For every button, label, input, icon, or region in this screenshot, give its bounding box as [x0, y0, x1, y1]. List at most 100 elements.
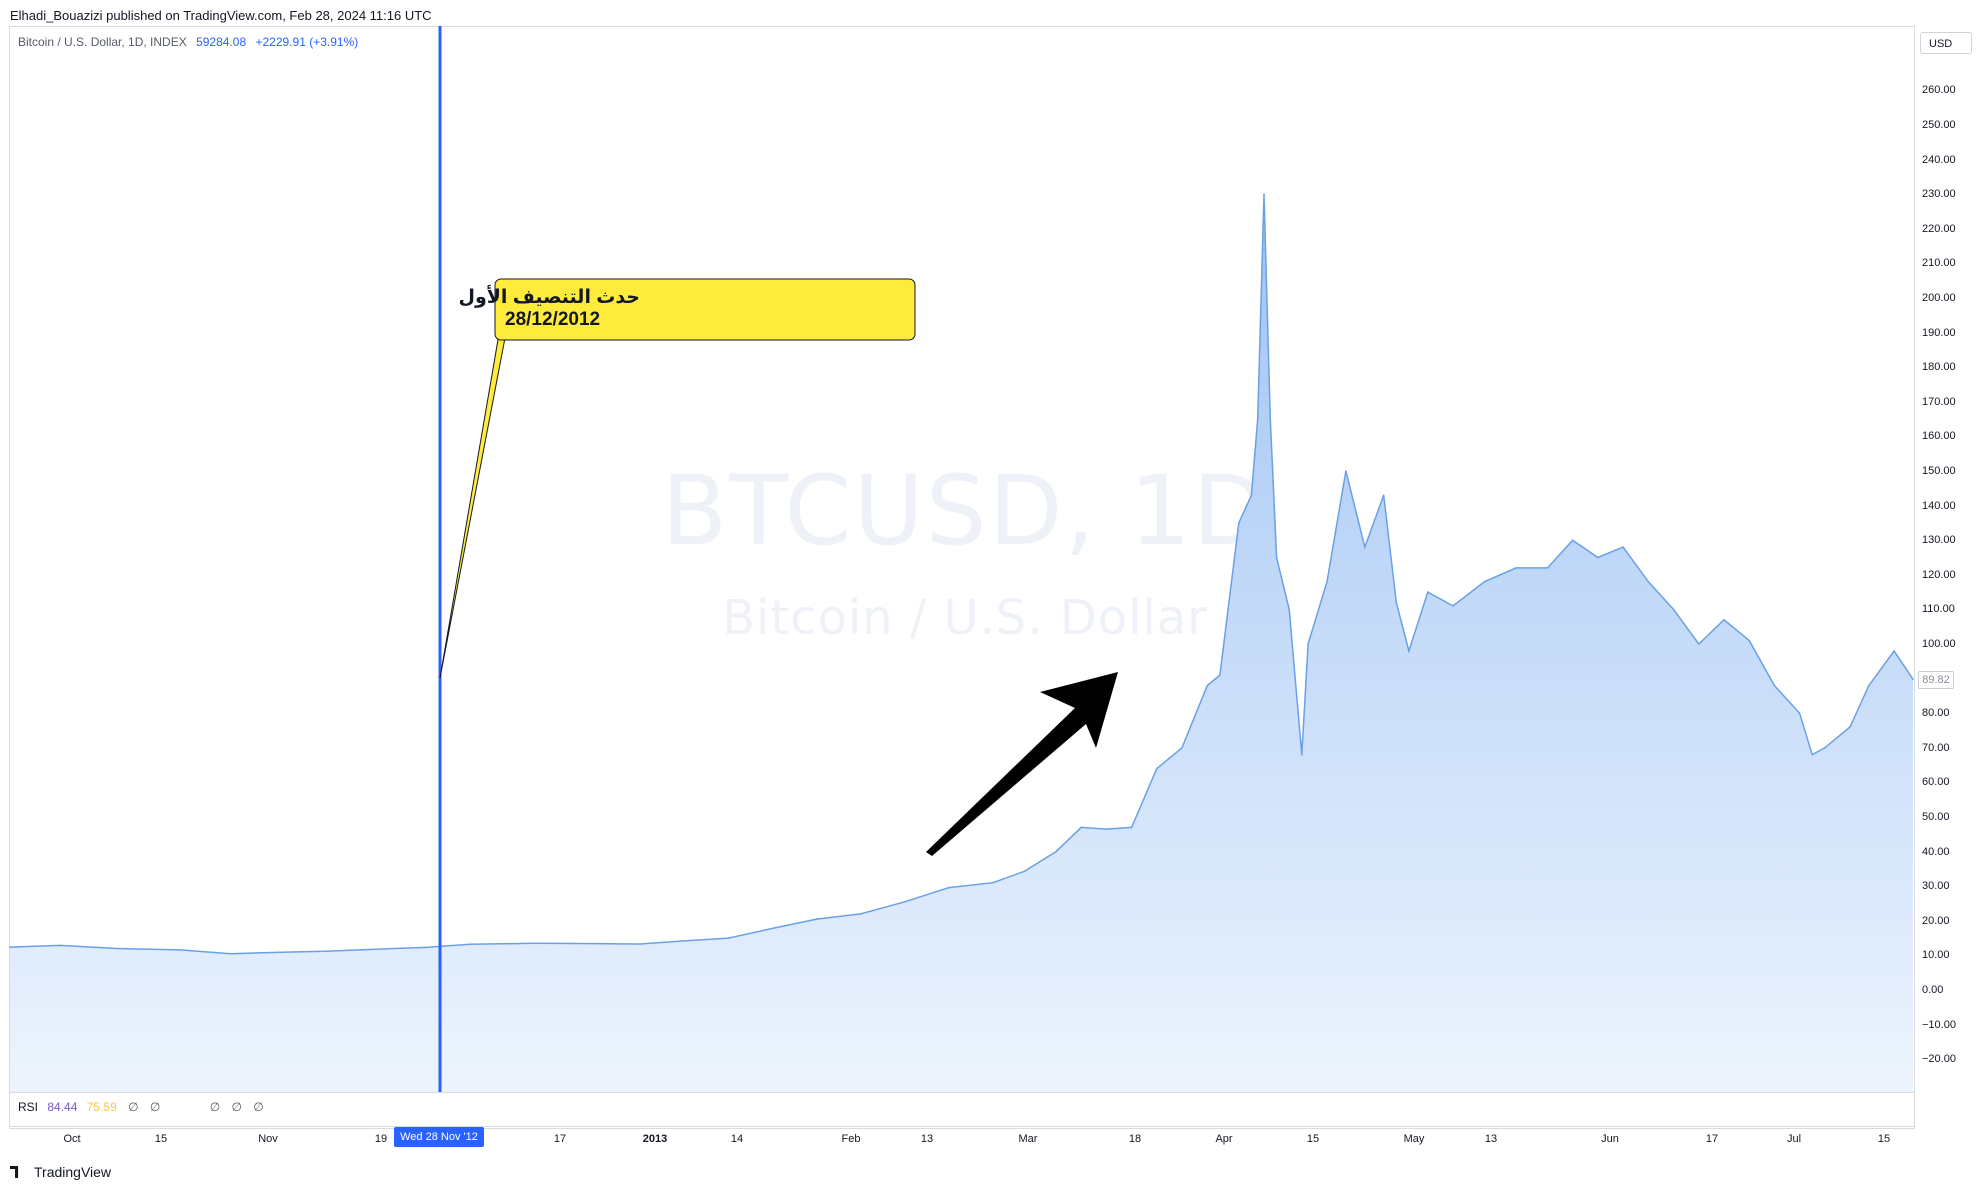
x-tick-label: 15	[1877, 1133, 1891, 1145]
price-point	[1080, 826, 1082, 829]
x-tick-label: Jun	[1601, 1133, 1619, 1145]
x-tick-label: Mar	[1018, 1133, 1038, 1145]
crosshair-date-label: Wed 28 Nov '12	[394, 1127, 484, 1147]
x-tick-label: 13	[1484, 1133, 1498, 1145]
tradingview-logo-icon	[10, 1166, 19, 1178]
price-point	[1408, 650, 1410, 652]
y-tick-label: 50.00	[1922, 811, 1950, 823]
x-tick-label: Oct	[63, 1133, 81, 1145]
price-point	[1269, 418, 1272, 420]
price-point	[280, 951, 282, 954]
price-point	[1301, 753, 1303, 756]
trend-arrow[interactable]	[926, 672, 1118, 856]
price-point	[1238, 522, 1240, 524]
x-tick-label: May	[1403, 1133, 1425, 1145]
rsi-label: RSI	[18, 1100, 39, 1114]
price-axis[interactable]	[1914, 26, 1975, 1129]
y-tick-label: 240.00	[1922, 153, 1956, 166]
x-tick-label: 15	[154, 1133, 168, 1145]
y-tick-label: 260.00	[1922, 84, 1956, 97]
x-tick-label: 14	[730, 1133, 744, 1145]
y-tick-label: 80.00	[1922, 707, 1950, 720]
rsi-na-1: ∅	[128, 1100, 139, 1114]
annotation-callout[interactable]	[494, 278, 916, 341]
price-point	[1452, 605, 1454, 607]
x-tick-label: 13	[920, 1133, 934, 1145]
currency-selector[interactable]: USD	[1920, 32, 1972, 54]
y-tick-label: 30.00	[1922, 880, 1950, 893]
price-point	[469, 943, 471, 946]
tradingview-logo[interactable]: TradingView	[10, 1164, 111, 1180]
price-point	[595, 942, 597, 945]
y-tick-label: 170.00	[1922, 395, 1956, 408]
price-point	[1849, 726, 1851, 728]
y-tick-label: 220.00	[1922, 222, 1956, 235]
price-point	[1546, 567, 1549, 569]
x-tick-label: Apr	[1215, 1133, 1233, 1145]
symbol-name: Bitcoin / U.S. Dollar, 1D, INDEX	[18, 35, 187, 49]
price-point	[1364, 546, 1366, 548]
price-point	[992, 881, 994, 884]
symbol-legend[interactable]: Bitcoin / U.S. Dollar, 1D, INDEX 59284.0…	[18, 35, 358, 49]
price-point	[859, 913, 862, 915]
price-point	[425, 946, 427, 949]
y-tick-label: 120.00	[1922, 568, 1956, 581]
x-tick-label: Jul	[1786, 1133, 1802, 1145]
annotation-line1: حدث التنصيف الأول	[458, 287, 640, 308]
price-point	[374, 948, 377, 950]
price-point	[1206, 684, 1209, 687]
price-point	[1263, 193, 1265, 195]
price-point	[1250, 494, 1253, 497]
price-point	[815, 918, 818, 920]
y-tick-label: 110.00	[1922, 603, 1955, 616]
y-tick-label: 190.00	[1922, 326, 1956, 339]
price-point	[1395, 601, 1398, 604]
y-tick-label: 180.00	[1922, 361, 1956, 374]
y-tick-label: 20.00	[1922, 914, 1950, 927]
price-point	[1219, 674, 1221, 676]
last-price: 59284.08	[196, 35, 247, 49]
price-point	[1382, 494, 1385, 497]
price-point	[948, 886, 950, 889]
price-point	[1912, 678, 1914, 681]
price-point	[1483, 580, 1486, 583]
x-tick-label: 19	[374, 1133, 388, 1145]
price-point	[179, 949, 181, 951]
price-point	[1055, 850, 1057, 853]
price-point	[1748, 639, 1750, 642]
price-point	[1798, 712, 1801, 714]
annotation-line2: 28/12/2012	[505, 309, 601, 330]
price-point	[1288, 608, 1290, 611]
price-point	[1105, 828, 1108, 830]
price-point	[639, 943, 641, 945]
price-point	[1307, 643, 1309, 645]
y-tick-label: 230.00	[1922, 188, 1956, 201]
price-point	[727, 937, 730, 939]
price-point	[1698, 643, 1700, 645]
price-point	[1515, 567, 1517, 569]
y-tick-label: 60.00	[1922, 776, 1950, 789]
price-point	[1647, 580, 1650, 583]
price-point	[1023, 870, 1026, 873]
rsi-value: 84.44	[47, 1100, 78, 1114]
price-point	[1427, 591, 1429, 593]
y-tick-label: 140.00	[1922, 499, 1956, 512]
x-tick-label: 18	[1128, 1133, 1142, 1145]
price-point	[59, 944, 62, 947]
price-point	[1622, 546, 1624, 548]
y-tick-label: 40.00	[1922, 845, 1950, 858]
price-point	[324, 950, 326, 952]
price-point	[1723, 619, 1725, 621]
y-tick-label: −20.00	[1922, 1053, 1956, 1066]
y-tick-label: −10.00	[1922, 1018, 1956, 1031]
price-point	[904, 901, 906, 903]
rsi-legend[interactable]: RSI 84.44 75.59 ∅ ∅ ∅ ∅ ∅	[18, 1100, 264, 1114]
price-point	[683, 940, 685, 942]
rsi-na-4: ∅	[231, 1100, 242, 1114]
price-point	[229, 952, 232, 955]
pane-separator[interactable]	[9, 1092, 1915, 1093]
time-axis-separator	[9, 1126, 1915, 1127]
x-tick-label: 2013	[642, 1133, 668, 1145]
price-point	[1893, 650, 1895, 652]
